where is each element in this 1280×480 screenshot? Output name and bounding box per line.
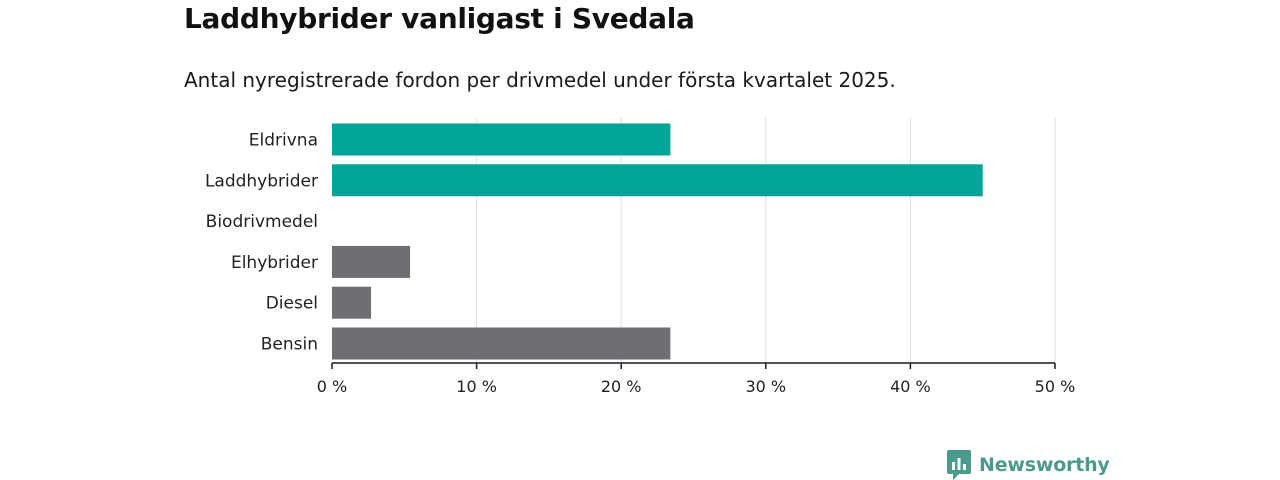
bar xyxy=(332,123,671,156)
x-tick-label: 50 % xyxy=(1035,377,1076,396)
x-tick-label: 0 % xyxy=(317,377,347,396)
category-label: Biodrivmedel xyxy=(206,212,318,232)
x-tick-label: 20 % xyxy=(601,377,642,396)
category-label: Diesel xyxy=(266,294,318,314)
x-tick-label: 10 % xyxy=(456,377,497,396)
newsworthy-logo: Newsworthy xyxy=(947,450,1110,480)
bar xyxy=(332,245,411,278)
chart-subtitle: Antal nyregistrerade fordon per drivmede… xyxy=(184,68,896,92)
category-label: Bensin xyxy=(261,335,318,355)
brand-name: Newsworthy xyxy=(979,454,1110,476)
bar xyxy=(332,286,372,319)
category-label: Eldrivna xyxy=(249,131,318,151)
bar xyxy=(332,327,671,360)
chart-title: Laddhybrider vanligast i Svedala xyxy=(184,2,695,35)
bar xyxy=(332,164,983,197)
newsworthy-icon xyxy=(947,450,971,480)
x-tick-label: 30 % xyxy=(745,377,786,396)
category-label: Laddhybrider xyxy=(205,171,318,191)
x-tick-label: 40 % xyxy=(890,377,931,396)
category-label: Elhybrider xyxy=(231,253,318,273)
